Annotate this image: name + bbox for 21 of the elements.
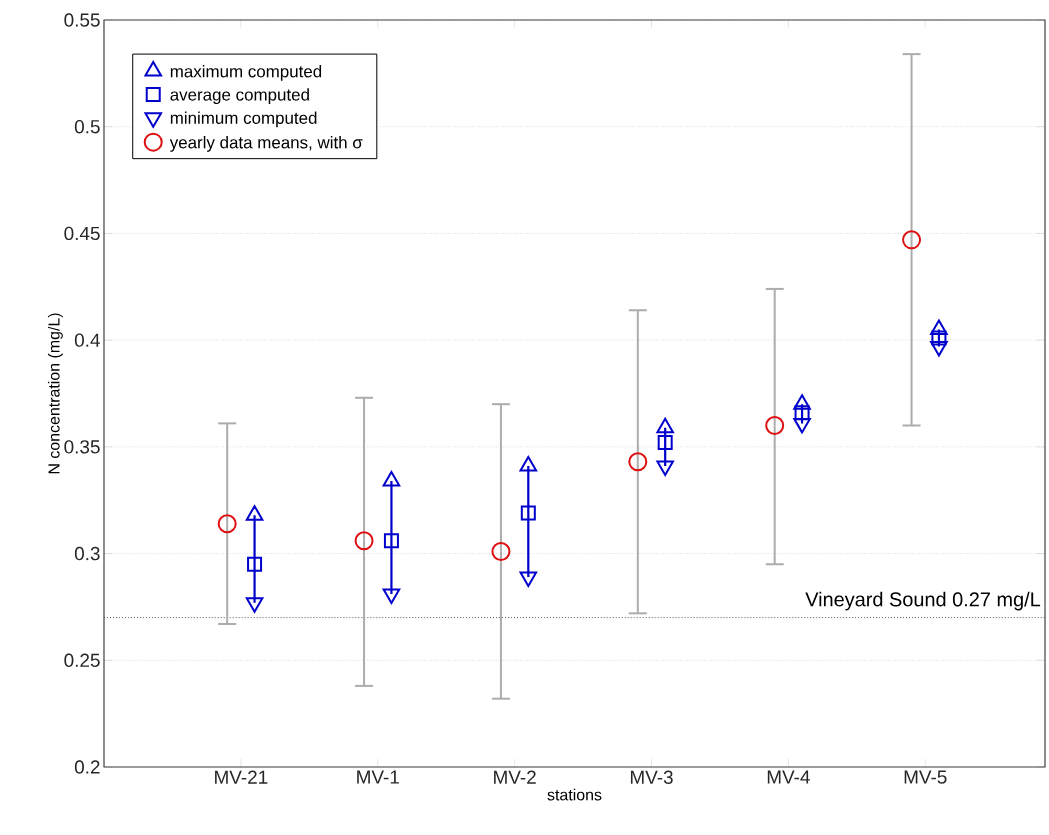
y-tick-label: 0.35 [64, 440, 100, 454]
y-tick-label: 0.4 [74, 333, 100, 347]
y-axis-title: N concentration (mg/L) [47, 313, 63, 474]
legend-label: yearly data means, with σ [169, 136, 363, 152]
y-tick-label: 0.3 [74, 546, 100, 561]
legend-label: minimum computed [170, 111, 317, 128]
x-tick-label: MV-5 [904, 770, 947, 784]
y-tick-label: 0.2 [74, 760, 100, 774]
y-tick-label: 0.55 [64, 13, 100, 27]
ref-line-label: Vineyard Sound 0.27 mg/L [805, 591, 1041, 611]
x-tick-label: MV-21 [215, 770, 268, 784]
x-tick-label: MV-2 [494, 770, 536, 784]
x-axis-title: stations [547, 788, 602, 801]
y-tick-label: 0.45 [64, 226, 100, 241]
y-tick-label: 0.5 [74, 120, 100, 134]
x-tick-label: MV-3 [630, 770, 673, 784]
x-tick-label: MV-4 [767, 770, 810, 784]
legend-label: average computed [170, 88, 309, 105]
x-tick-label: MV-1 [357, 770, 399, 784]
legend-label: maximum computed [170, 64, 322, 81]
y-tick-label: 0.25 [64, 653, 100, 667]
